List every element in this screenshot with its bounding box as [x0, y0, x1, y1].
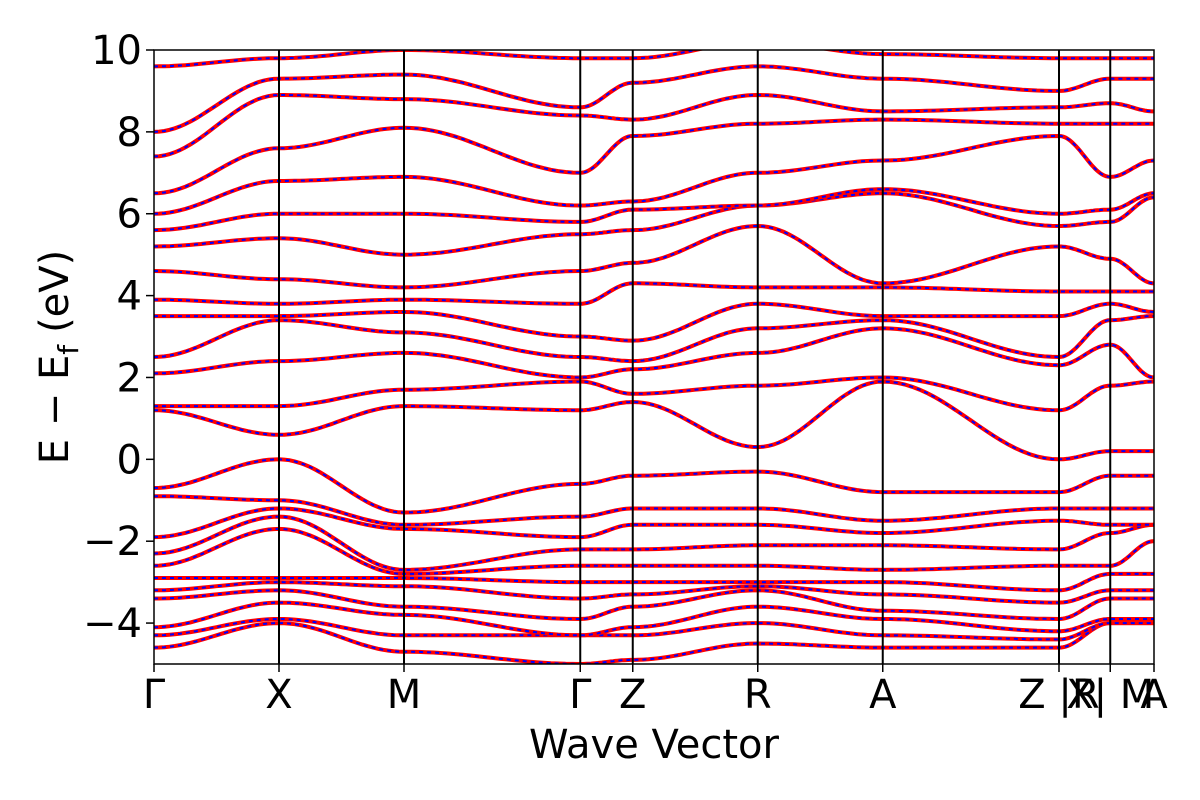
high-symmetry-lines: [278, 50, 1112, 664]
x-tick-label: Z |R: [1018, 672, 1099, 718]
y-axis-title: E − Ef (eV): [32, 250, 85, 465]
y-tick-label: 4: [117, 274, 142, 320]
x-tick-label: M: [387, 672, 422, 718]
x-tick-label: X| M: [1066, 672, 1154, 718]
x-tick-label: A: [1140, 672, 1168, 718]
band-line-blue-dashed: [154, 380, 1154, 461]
x-axis-title: Wave Vector: [529, 722, 780, 768]
band-line-red: [154, 600, 1154, 638]
band-line-blue-dashed: [154, 515, 1154, 571]
band-line-blue-dashed: [154, 376, 1154, 412]
band-line-blue-dashed: [154, 495, 1154, 526]
band-line-blue-dashed: [154, 581, 1154, 604]
band-line-blue-dashed: [154, 65, 1154, 133]
band-line-blue-dashed: [154, 192, 1154, 256]
y-tick-label: 2: [117, 355, 142, 401]
band-line-blue-dashed: [154, 302, 1154, 342]
y-tick-label: 8: [117, 110, 142, 156]
y-tick-label: 10: [91, 28, 142, 74]
x-tick-label: X: [265, 672, 292, 718]
y-tick-label: 6: [117, 192, 142, 238]
y-tick-label: −2: [83, 519, 142, 565]
band-line-blue-dashed: [154, 622, 1154, 664]
band-line-blue-dashed: [154, 315, 1154, 363]
y-axis-title-unit: (eV): [32, 250, 78, 333]
band-line-blue-dashed: [154, 618, 1154, 641]
x-tick-label: Γ: [143, 672, 166, 718]
band-line-blue-dashed: [154, 527, 1154, 575]
band-line-blue-dashed: [154, 282, 1154, 305]
band-line-blue-dashed: [154, 458, 1154, 514]
band-line-blue-dashed: [154, 327, 1154, 379]
y-axis-title-main: E − E: [32, 355, 78, 465]
x-tick-label: R: [744, 672, 772, 718]
y-axis-ticks: −4 −2 0 2 4 6 8 10: [83, 28, 154, 647]
band-line-blue-dashed: [154, 188, 1154, 232]
band-line-blue-dashed: [154, 589, 1154, 621]
band-line-blue-dashed: [154, 224, 1154, 289]
band-line-blue-dashed: [154, 118, 1154, 195]
band-line-red: [154, 50, 1154, 69]
y-tick-label: 0: [117, 437, 142, 483]
y-axis-title-subscript: f: [52, 344, 85, 355]
band-lines: [154, 50, 1154, 664]
x-tick-label: A: [869, 672, 897, 718]
band-line-blue-dashed: [154, 507, 1154, 539]
x-tick-label: Γ: [569, 672, 592, 718]
plot-frame: [153, 49, 1155, 665]
x-tick-label: Z: [619, 672, 646, 718]
y-tick-label: −4: [83, 601, 142, 647]
band-line-blue-dashed: [154, 134, 1154, 215]
band-line-blue-dashed: [154, 572, 1154, 592]
band-line-blue-dashed: [154, 93, 1154, 158]
